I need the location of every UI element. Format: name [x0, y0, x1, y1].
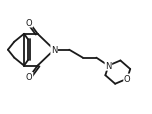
Text: O: O [124, 75, 131, 83]
Text: N: N [105, 62, 112, 70]
Text: O: O [26, 73, 33, 82]
Text: N: N [51, 46, 57, 55]
Text: O: O [26, 19, 33, 28]
